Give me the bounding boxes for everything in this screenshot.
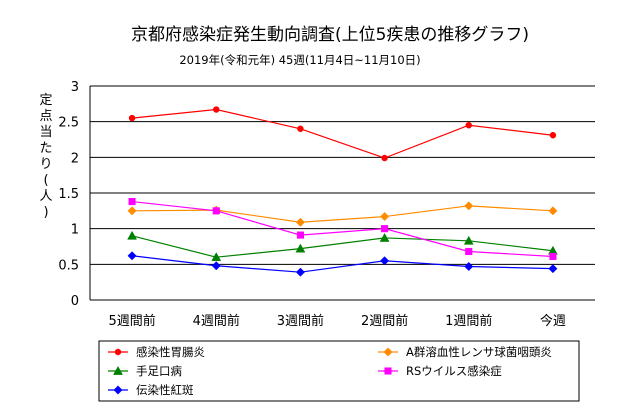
legend-item: A群溶血性レンサ球菌咽頭炎 xyxy=(378,345,552,359)
legend-item: RSウイルス感染症 xyxy=(378,364,502,378)
data-point xyxy=(379,232,390,242)
legend-box xyxy=(98,340,580,402)
axes xyxy=(89,86,595,301)
data-point xyxy=(380,211,390,222)
data-point xyxy=(464,261,474,272)
series-5 xyxy=(127,251,558,277)
data-point xyxy=(128,198,136,206)
x-tick-labels: 5週間前 4週間前 3週間前 2週間前 1週間前 今週 xyxy=(108,313,565,329)
series-4 xyxy=(128,198,557,261)
data-point xyxy=(211,261,221,271)
y-tick-label: 1.5 xyxy=(58,187,79,202)
series-line xyxy=(132,255,553,273)
y-tick-label: 0 xyxy=(71,294,79,309)
data-point xyxy=(549,252,557,261)
y-tick-label: 2 xyxy=(71,151,79,166)
x-tick-label: 3週間前 xyxy=(277,313,324,329)
legend-swatch-marker xyxy=(113,385,123,395)
data-point xyxy=(549,131,557,139)
y-axis-label-text: 定点当たり(人) xyxy=(39,93,52,220)
y-tick-labels: 0 0.5 1 1.5 2 2.5 3 xyxy=(58,80,79,309)
grid-lines xyxy=(90,85,595,265)
data-point xyxy=(380,256,390,266)
data-point xyxy=(213,106,220,113)
data-point xyxy=(297,125,304,133)
x-tick-label: 1週間前 xyxy=(445,313,492,329)
data-point xyxy=(463,235,474,245)
data-point xyxy=(465,121,472,129)
data-point xyxy=(381,225,389,233)
y-tick-label: 3 xyxy=(71,80,79,95)
data-point xyxy=(127,206,137,216)
data-point xyxy=(212,207,220,215)
legend-label: A群溶血性レンサ球菌咽頭炎 xyxy=(406,345,552,359)
series-line xyxy=(132,108,553,159)
x-tick-label: 4週間前 xyxy=(193,313,240,329)
y-tick-label: 1 xyxy=(71,223,79,238)
data-point xyxy=(548,206,558,216)
y-tick-label: 0.5 xyxy=(58,258,79,273)
legend-swatch-marker xyxy=(383,347,393,357)
data-point xyxy=(548,264,558,274)
data-point xyxy=(128,114,136,122)
data-point xyxy=(295,243,306,253)
legend-swatch-marker xyxy=(384,367,392,375)
series-line xyxy=(131,235,553,258)
data-point xyxy=(127,230,138,240)
chart-title: 京都府感染症発生動向調査(上位5疾患の推移グラフ) xyxy=(131,25,529,45)
legend-label: 手足口病 xyxy=(136,364,182,378)
data-point xyxy=(296,231,304,239)
x-tick-label: 5週間前 xyxy=(108,313,155,329)
series-line xyxy=(132,205,553,223)
series-1 xyxy=(128,106,557,162)
series-2 xyxy=(127,201,558,227)
legend-item: 感染性胃腸炎 xyxy=(108,345,205,359)
x-tick-label: 今週 xyxy=(540,313,566,329)
data-point xyxy=(211,252,222,262)
data-point xyxy=(465,247,473,256)
legend-swatch-marker xyxy=(114,348,122,356)
legend-item: 手足口病 xyxy=(108,364,182,378)
data-point xyxy=(127,251,137,261)
series-group xyxy=(127,106,558,277)
series-3 xyxy=(127,230,558,262)
data-point xyxy=(295,217,305,227)
data-point xyxy=(295,267,305,277)
chart-subtitle: 2019年(令和元年) 45週(11月4日~11月10日) xyxy=(179,53,420,67)
y-axis-label: 定点当たり(人) xyxy=(39,93,52,220)
y-tick-label: 2.5 xyxy=(58,116,79,131)
x-tick-label: 2週間前 xyxy=(361,313,408,329)
legend-label: 感染性胃腸炎 xyxy=(136,345,205,359)
series-line xyxy=(132,200,553,258)
legend-swatch-marker xyxy=(113,365,123,375)
legend-item: 伝染性紅斑 xyxy=(108,383,194,397)
data-point xyxy=(464,201,474,211)
legend-label: 伝染性紅斑 xyxy=(136,383,194,397)
data-point xyxy=(381,154,388,162)
legend-label: RSウイルス感染症 xyxy=(406,364,502,378)
